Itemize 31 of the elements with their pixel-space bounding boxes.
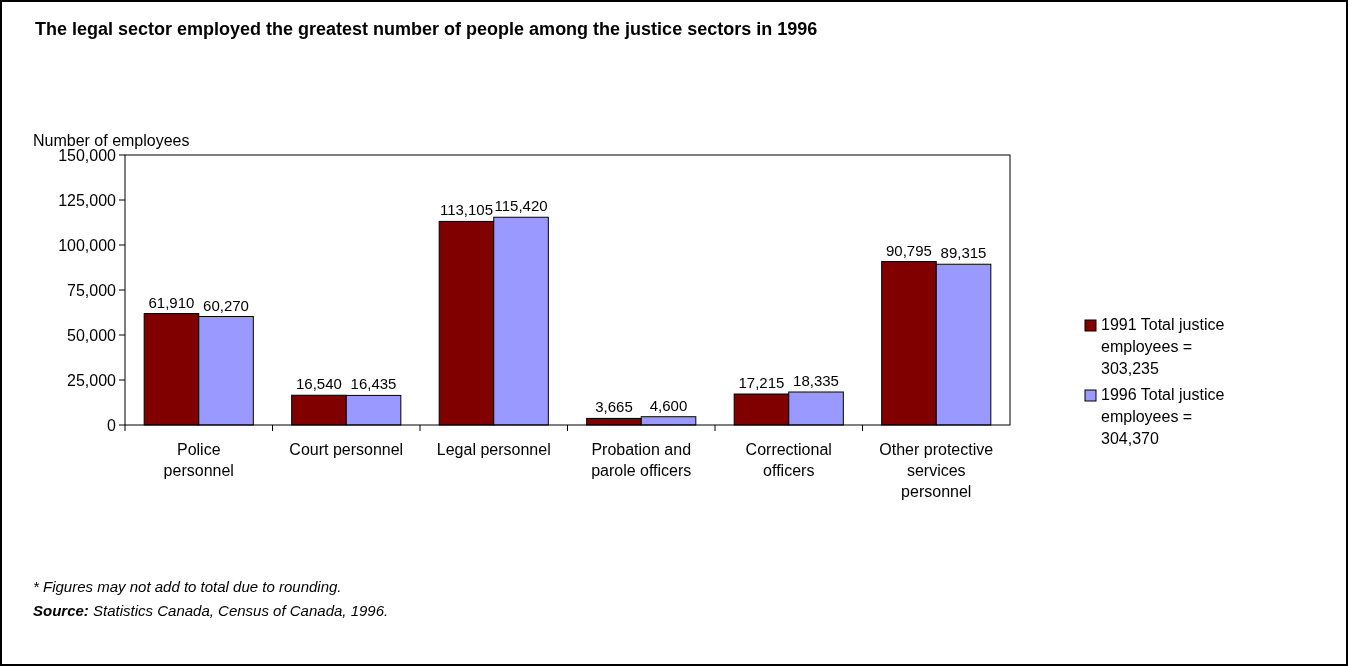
chart-title: The legal sector employed the greatest number of people among the justice sectors in 1996 (35, 19, 818, 39)
data-label: 18,335 (793, 372, 839, 389)
y-tick-label: 25,000 (67, 371, 117, 389)
data-label: 89,315 (940, 244, 987, 262)
y-tick-label: 150,000 (58, 146, 117, 164)
y-tick-label: 0 (107, 416, 117, 434)
data-label: 60,270 (203, 296, 249, 314)
x-tick-label: Legal personnel (436, 441, 551, 458)
y-tick-label: 75,000 (67, 281, 117, 299)
y-tick-label: 125,000 (58, 191, 117, 209)
y-tick-label: 50,000 (67, 326, 117, 344)
y-tick-label: 100,000 (58, 236, 117, 254)
data-label: 90,795 (886, 241, 932, 259)
legend-label: 1996 Total justice employees = 304,370 (1101, 386, 1225, 447)
x-tick-label: Other protective services personnel (879, 441, 994, 500)
text: * Figures may not add to total due to rounding. (33, 578, 342, 595)
legend-label: 1991 Total justice employees = 303,235 (1101, 316, 1225, 377)
x-tick-label: Police personnel (163, 441, 234, 479)
data-label: 16,540 (296, 375, 342, 393)
x-tick-label: Court personnel (289, 441, 404, 458)
data-label: 61,910 (148, 293, 195, 311)
data-label: 4,600 (649, 396, 688, 414)
source-note: Source: Statistics Canada, Census of Canada, 1996. (33, 602, 389, 619)
data-label: 17,215 (738, 374, 785, 392)
y-axis-title: Number of employees (33, 132, 190, 149)
x-tick-label: Probation and parole officers (591, 441, 692, 479)
data-label: 113,105 (439, 201, 494, 219)
data-label: 3,665 (595, 398, 633, 416)
data-label: 115,420 (494, 197, 548, 215)
x-tick-label: Correctional officers (745, 441, 832, 479)
data-label: 16,435 (350, 375, 397, 393)
